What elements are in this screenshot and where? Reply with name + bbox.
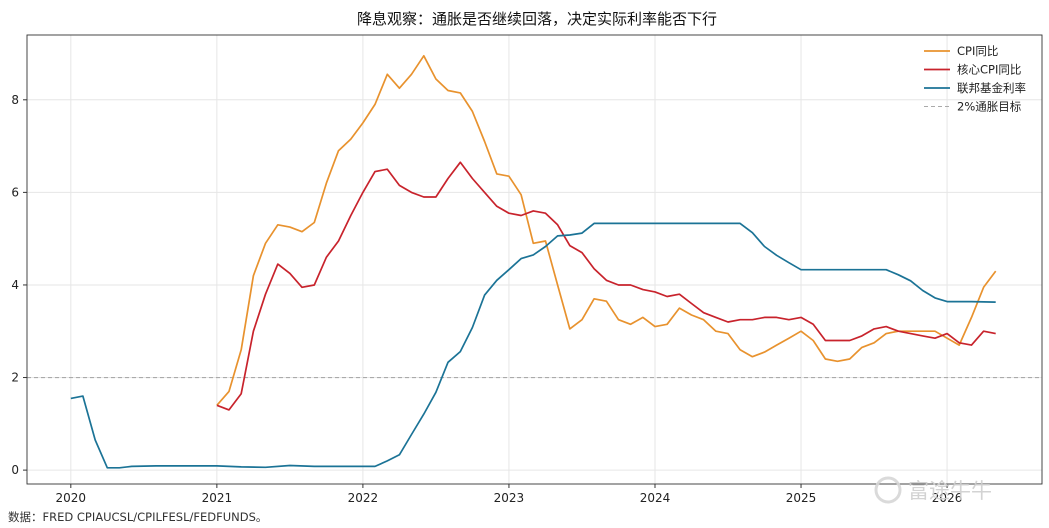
watermark-logo-icon	[874, 476, 902, 504]
x-tick-label: 2021	[202, 491, 233, 505]
x-tick-label: 2025	[786, 491, 817, 505]
legend-label: 联邦基金利率	[957, 81, 1026, 95]
x-tick-label: 2024	[640, 491, 671, 505]
y-tick-label: 8	[11, 93, 19, 107]
x-tick-label: 2023	[494, 491, 525, 505]
legend-label: 核心CPI同比	[957, 63, 1021, 77]
y-tick-label: 4	[11, 278, 19, 292]
watermark-text: 富途牛牛	[908, 479, 992, 503]
series-line	[216, 161, 996, 411]
y-tick-label: 0	[11, 463, 19, 477]
x-tick-label: 2026	[932, 491, 963, 505]
y-tick-label: 6	[11, 185, 19, 199]
y-tick-label: 2	[11, 371, 19, 385]
legend-label: CPI同比	[957, 44, 998, 58]
chart-title: 降息观察：通胀是否继续回落，决定实际利率能否下行	[357, 10, 717, 28]
plot-frame	[26, 34, 1043, 485]
gridlines	[27, 35, 1042, 484]
x-tick-label: 2022	[348, 491, 379, 505]
x-tick-label: 2020	[56, 491, 87, 505]
legend-label: 2%通胀目标	[957, 100, 1021, 114]
axis-ticks: 2020 2021 2022 2023 2024 2025 2026 0 2 4 6 8	[11, 93, 962, 505]
series-line	[216, 54, 997, 406]
series-lines	[70, 54, 997, 469]
series-line	[70, 222, 996, 469]
source-note: 数据：FRED CPIAUCSL/CPILFESL/FEDFUNDS。	[8, 510, 267, 524]
watermark: 富途牛牛	[874, 476, 992, 504]
